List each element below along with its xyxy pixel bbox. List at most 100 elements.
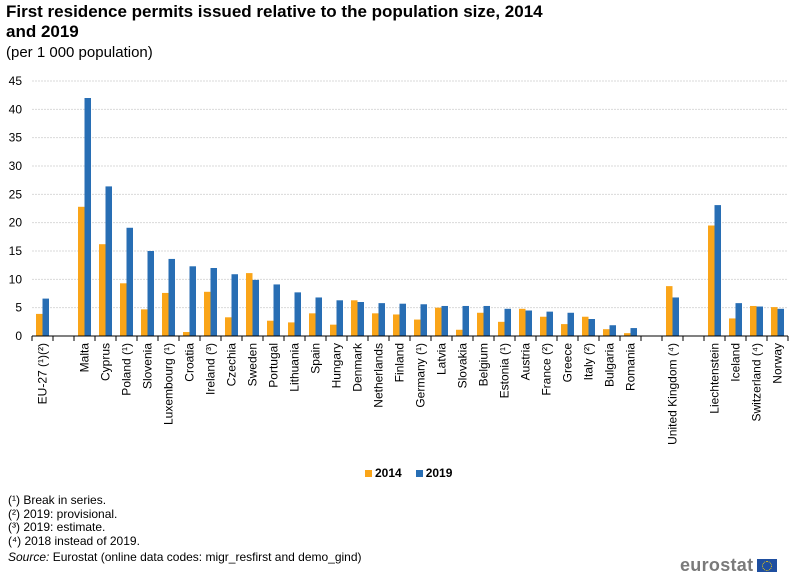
bar-2019 [504,308,511,336]
y-tick-label: 30 [9,159,23,173]
bar-2014 [225,317,232,336]
x-tick-label: Cyprus [99,343,113,381]
bar-2019 [525,310,532,336]
x-tick-label: Iceland [729,343,743,382]
bar-2014 [477,312,484,336]
x-tick-label: Czechia [225,343,239,387]
x-tick-label: Finland [393,343,407,382]
eu-flag-icon [757,559,778,572]
bar-2014 [456,329,463,336]
bar-2014 [330,324,337,336]
source-note: Source: Eurostat (online data codes: mig… [8,550,362,565]
bar-2014 [666,286,673,336]
x-tick-label: Slovakia [456,343,470,389]
chart-title: First residence permits issued relative … [6,2,543,41]
x-tick-label: Portugal [267,343,281,388]
bar-2014 [288,322,295,336]
x-tick-label: Austria [519,343,533,381]
x-tick-label: Germany (¹) [414,343,428,408]
legend-item-2014: 2014 [365,466,402,480]
footnote: (⁴) 2018 instead of 2019. [8,533,140,548]
footnote: (¹) Break in series. [8,493,107,507]
x-tick-label: Poland (¹) [120,343,134,396]
x-tick-label: Ireland (³) [204,343,218,395]
bar-2014 [561,324,568,336]
bar-2014 [267,320,274,336]
bar-2019 [567,312,574,336]
x-tick-label: Bulgaria [603,343,617,387]
bar-2014 [708,225,715,336]
bar-2014 [750,305,757,336]
bar-2019 [168,258,175,336]
bar-2014 [351,300,358,336]
logo-text: eurostat [680,555,754,575]
bar-2019 [483,305,490,336]
bar-2019 [42,298,49,336]
y-tick-label: 25 [9,187,23,201]
x-tick-label: Romania [624,343,638,391]
x-tick-label: Liechtenstein [708,343,722,414]
bar-2019 [252,279,259,336]
bar-2019 [609,325,616,336]
bar-2014 [498,321,505,336]
bar-2014 [414,319,421,336]
legend-swatch [365,470,372,477]
bar-2014 [582,316,589,336]
bar-2019 [756,306,763,336]
bar-2014 [540,316,547,336]
bar-2014 [519,308,526,336]
bar-2019 [126,227,133,336]
x-tick-label: Netherlands [372,343,386,408]
bar-2014 [183,332,190,336]
bar-2014 [624,333,631,336]
y-tick-label: 20 [9,216,23,230]
bar-2014 [771,307,778,336]
bar-2019 [105,186,112,336]
footnote: (²) 2019: provisional. [8,506,118,521]
bar-2014 [120,283,127,336]
x-tick-label: Greece [561,343,575,383]
bar-2014 [204,291,211,336]
bar-2019 [462,305,469,336]
bar-2019 [315,297,322,336]
bar-2019 [189,266,196,336]
bar-2014 [603,329,610,336]
bar-2019 [378,303,385,336]
y-tick-label: 15 [9,244,23,258]
bar-2014 [729,318,736,336]
footnote: (³) 2019: estimate. [8,520,106,534]
bar-2014 [36,313,43,336]
x-tick-label: Belgium [477,343,491,386]
eurostat-logo: eurostat [680,555,778,576]
bar-2014 [78,206,85,336]
legend-swatch [415,470,423,477]
bar-2019 [588,319,595,336]
x-tick-label: EU-27 (¹)(²) [36,343,50,404]
bar-2014 [393,314,400,336]
bar-2019 [441,305,448,336]
legend-label: 2014 [375,466,402,480]
bar-2019 [630,328,637,336]
x-tick-label: Italy (²) [582,343,596,380]
x-tick-label: Switzerland (⁴) [750,343,764,422]
x-tick-label: Malta [78,343,92,373]
bar-2014 [162,292,169,336]
x-tick-label: Estonia (¹) [498,343,512,398]
x-tick-label: Denmark [351,342,365,392]
bar-2019 [420,304,427,336]
x-tick-label: Croatia [183,343,197,382]
x-tick-label: United Kingdom (⁴) [666,343,680,445]
y-tick-label: 35 [9,131,23,145]
y-tick-label: 0 [15,329,22,343]
y-tick-label: 10 [9,272,23,286]
legend-item-2019: 2019 [415,466,452,480]
y-tick-label: 40 [9,102,23,116]
bar-2019 [714,205,721,336]
y-tick-label: 45 [9,74,23,88]
bar-2019 [84,98,91,336]
bar-2019 [336,300,343,336]
x-tick-label: Norway [771,343,785,384]
bar-2019 [147,251,154,336]
source-label: Source: [8,550,50,564]
x-tick-label: Lithuania [288,343,302,392]
